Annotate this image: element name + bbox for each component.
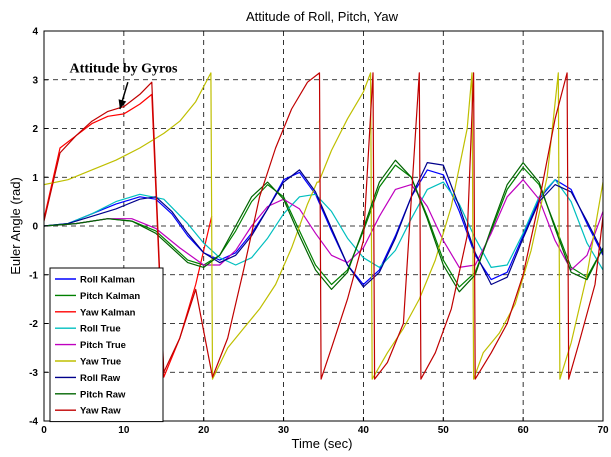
legend-entry-label: Pitch Raw [80, 389, 126, 400]
y-tick-label: 4 [32, 27, 38, 38]
x-tick-label: 10 [118, 425, 130, 436]
x-tick-label: 30 [278, 425, 290, 436]
annotation-text: Attitude by Gyros [70, 61, 178, 76]
legend-entry-label: Roll True [80, 324, 121, 335]
series-line-yaw-raw [44, 72, 603, 380]
x-tick-label: 40 [358, 425, 370, 436]
y-axis-label: Euler Angle (rad) [8, 177, 23, 275]
legend-entry-label: Yaw Raw [80, 406, 121, 417]
x-tick-label: 20 [198, 425, 210, 436]
x-tick-label: 60 [518, 425, 530, 436]
legend-entry-label: Yaw Kalman [80, 307, 136, 318]
legend: Roll Kalman Pitch Kalman Yaw Kalman Roll Tr… [49, 267, 164, 423]
series-line-roll-true [44, 179, 603, 271]
x-tick-label: 50 [438, 425, 450, 436]
x-axis-label: Time (sec) [292, 436, 353, 451]
chart-title: Attitude of Roll, Pitch, Yaw [246, 9, 399, 24]
x-tick-label: 0 [41, 425, 47, 436]
annotation: Attitude by Gyros [70, 61, 178, 110]
annotation-arrow-head [118, 99, 127, 109]
legend-entry-label: Roll Kalman [80, 275, 135, 286]
legend-entry-label: Pitch True [80, 340, 126, 351]
y-tick-label: -2 [29, 319, 38, 330]
series-lines [44, 72, 603, 380]
y-tick-label: 2 [32, 124, 38, 135]
series-line-roll-raw [44, 162, 603, 288]
series-line-yaw-true [44, 72, 603, 380]
x-tick-label: 70 [597, 425, 609, 436]
legend-entry-label: Roll Raw [80, 373, 121, 384]
legend-entry-label: Yaw True [80, 357, 121, 368]
y-tick-label: 0 [32, 222, 38, 233]
y-tick-label: 1 [32, 173, 38, 184]
axis-ticks: 0 10 20 30 40 50 60 70 -4 -3 -2 -1 0 1 2 3 4 [29, 27, 609, 437]
series-line-roll-kalman [44, 169, 603, 286]
series-line-pitch-raw [44, 159, 603, 293]
y-tick-label: -3 [29, 368, 38, 379]
legend-entry-label: Pitch Kalman [80, 291, 140, 302]
y-tick-label: -4 [29, 417, 38, 428]
y-tick-label: 3 [32, 75, 38, 86]
y-tick-label: -1 [29, 270, 38, 281]
series-line-pitch-kalman [44, 164, 603, 288]
series-line-pitch-true [44, 179, 603, 271]
